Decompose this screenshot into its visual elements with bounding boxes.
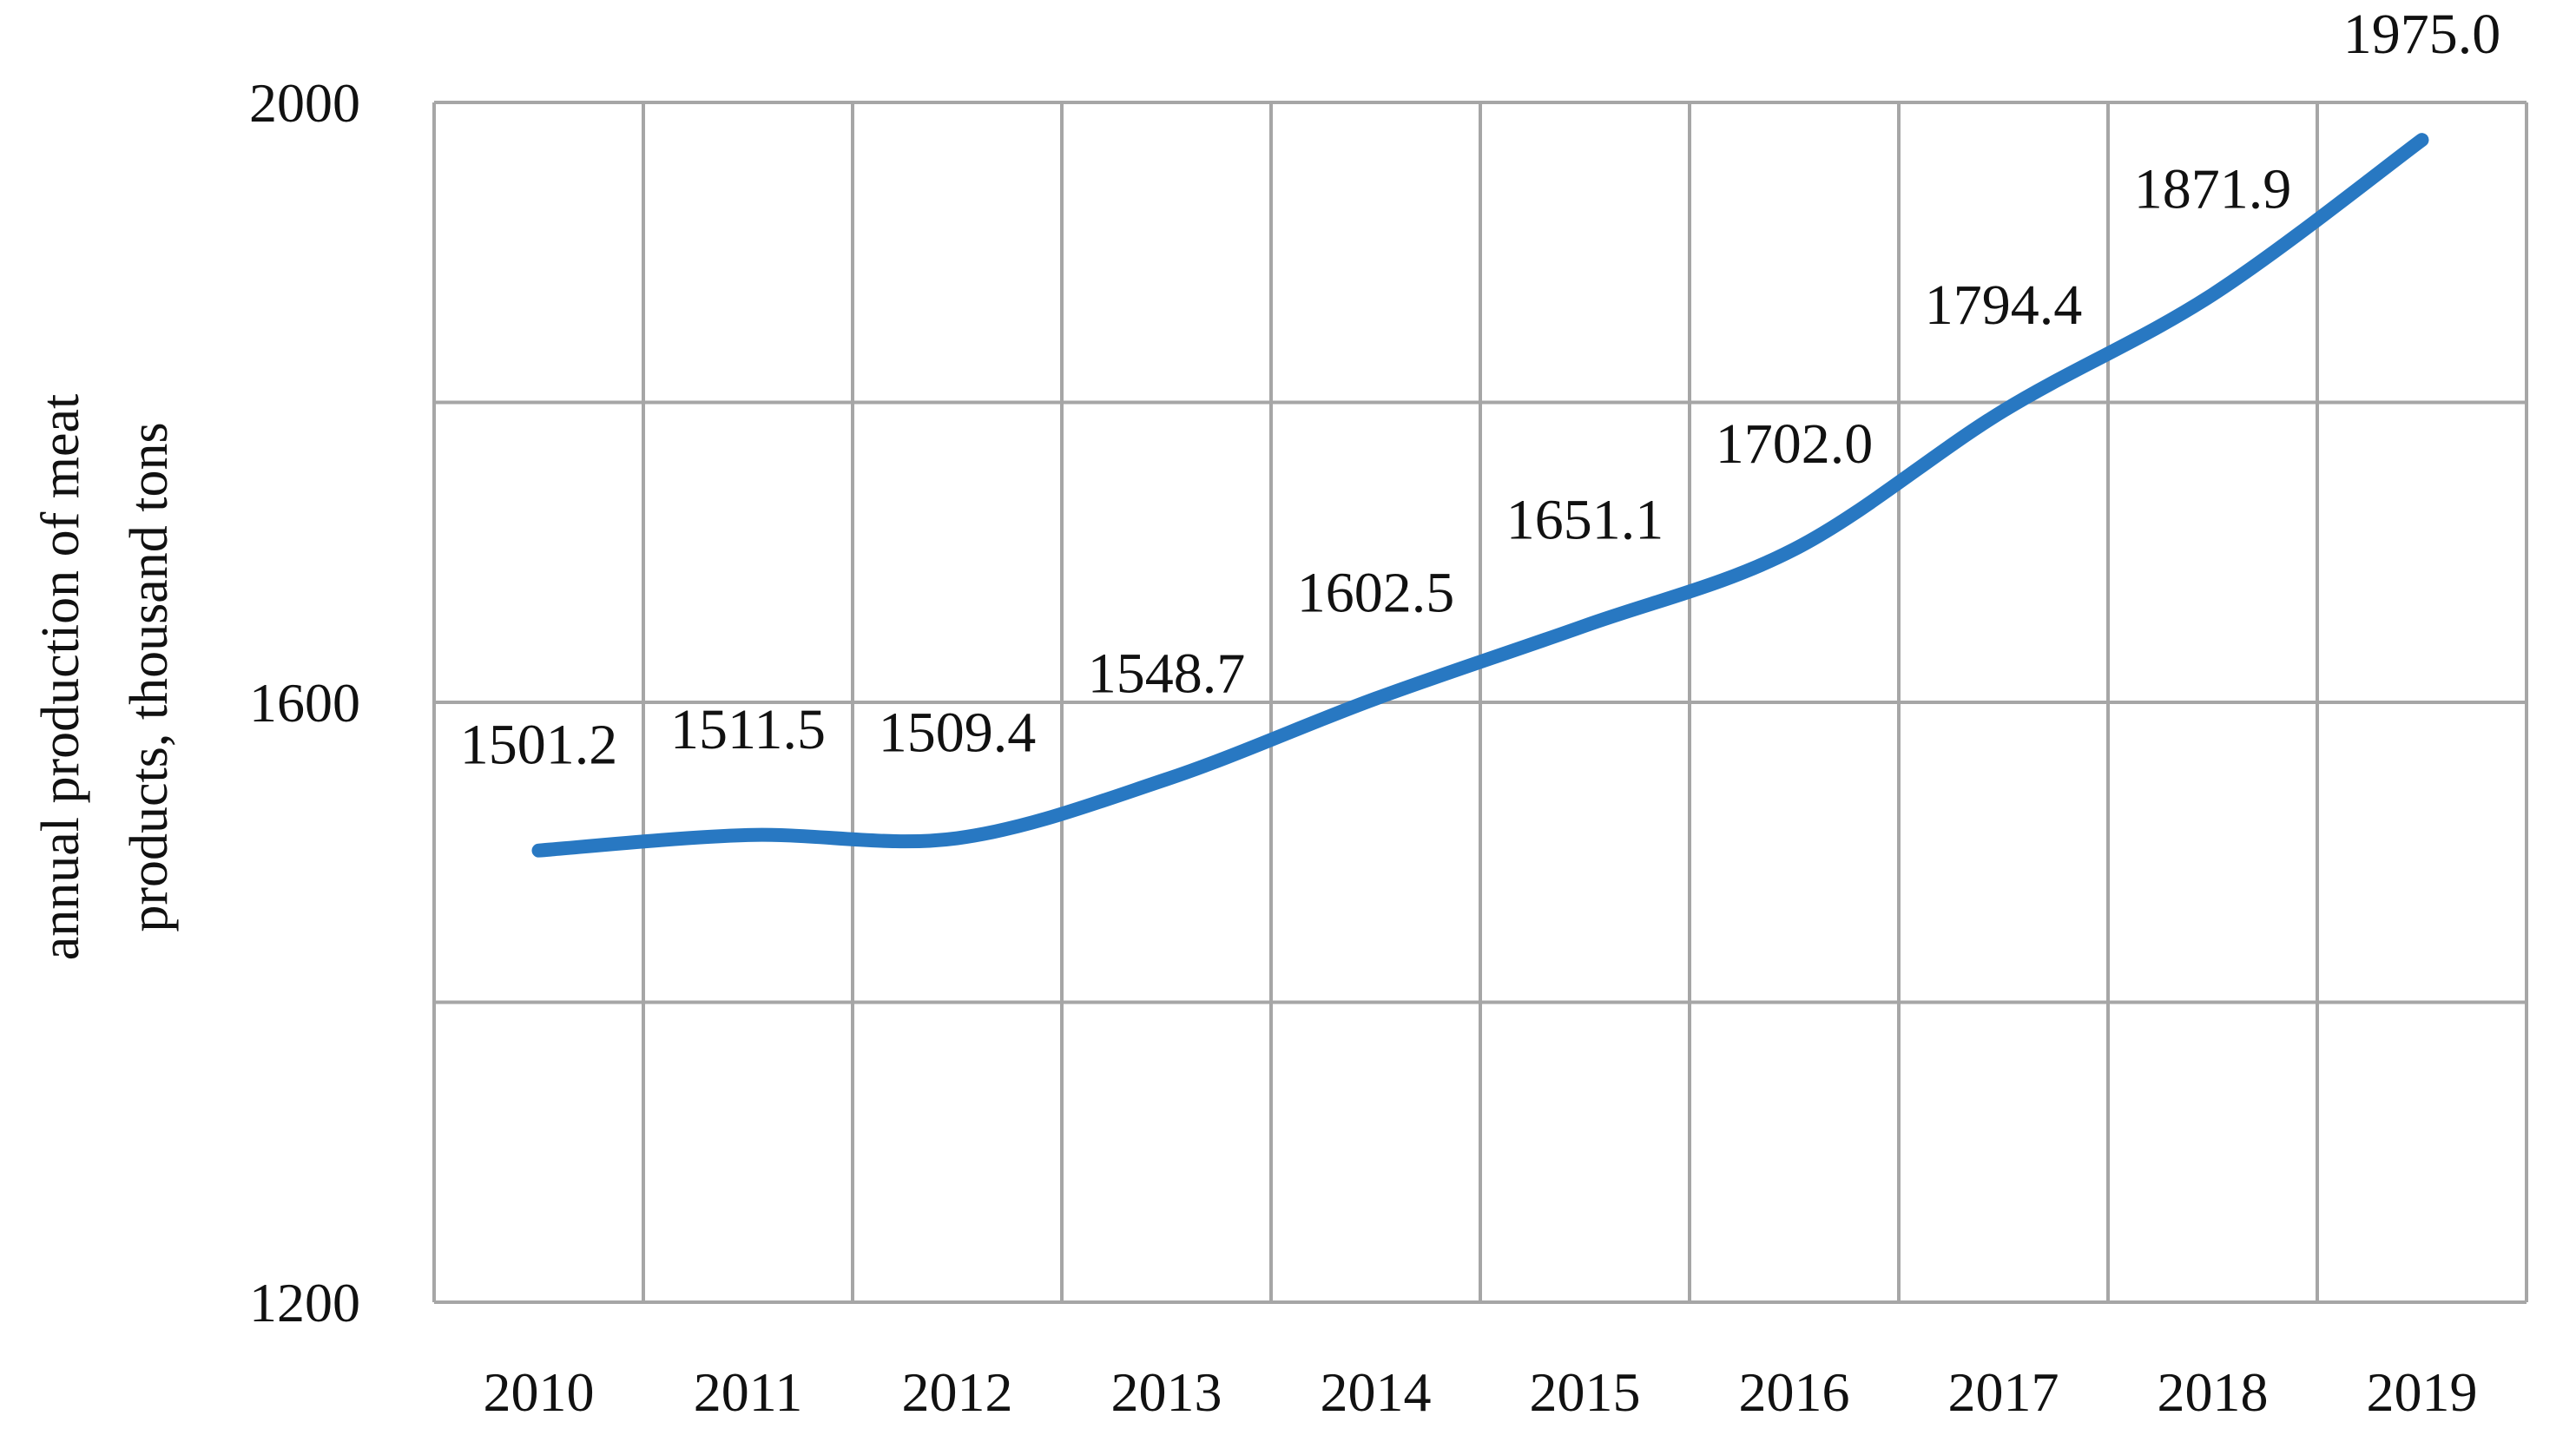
data-label: 1511.5 [670, 698, 826, 761]
x-tick-label: 2012 [902, 1361, 1013, 1423]
y-axis-title-line-2: products, thousand tons [120, 422, 179, 932]
data-label: 1501.2 [460, 714, 618, 777]
x-tick-label: 2014 [1321, 1361, 1432, 1423]
y-axis-title-line-1: annual production of meat [31, 394, 90, 961]
x-tick-label: 2016 [1739, 1361, 1850, 1423]
y-tick-label: 1200 [249, 1272, 360, 1333]
x-tick-labels: 2010 2011 2012 2013 2014 2015 2016 2017 2018 2019 [484, 1361, 2478, 1423]
y-tick-label: 2000 [249, 72, 360, 134]
x-tick-label: 2013 [1111, 1361, 1222, 1423]
data-label: 1602.5 [1297, 562, 1455, 625]
grid-layer [432, 101, 2528, 1304]
x-tick-label: 2019 [2367, 1361, 2478, 1423]
data-label: 1794.4 [1925, 273, 2083, 337]
y-tick-labels: 1200 1600 2000 [249, 72, 360, 1333]
data-label: 1702.0 [1716, 412, 1874, 476]
x-tick-label: 2018 [2158, 1361, 2269, 1423]
x-tick-label: 2010 [484, 1361, 595, 1423]
x-tick-label: 2017 [1948, 1361, 2059, 1423]
data-labels: 1501.2 1511.5 1509.4 1548.7 1602.5 1651.1 1702… [460, 3, 2501, 776]
series-layer [531, 133, 2429, 858]
data-label: 1975.0 [2343, 3, 2501, 66]
y-tick-label: 1600 [249, 672, 360, 734]
x-tick-label: 2011 [694, 1361, 803, 1423]
data-label: 1871.9 [2134, 157, 2292, 221]
data-label: 1651.1 [1506, 489, 1664, 552]
data-label: 1509.4 [879, 701, 1037, 765]
series-line [531, 133, 2429, 858]
data-label: 1548.7 [1088, 642, 1246, 706]
y-axis-title: annual production of meat products, thou… [31, 394, 179, 961]
x-tick-label: 2015 [1530, 1361, 1641, 1423]
